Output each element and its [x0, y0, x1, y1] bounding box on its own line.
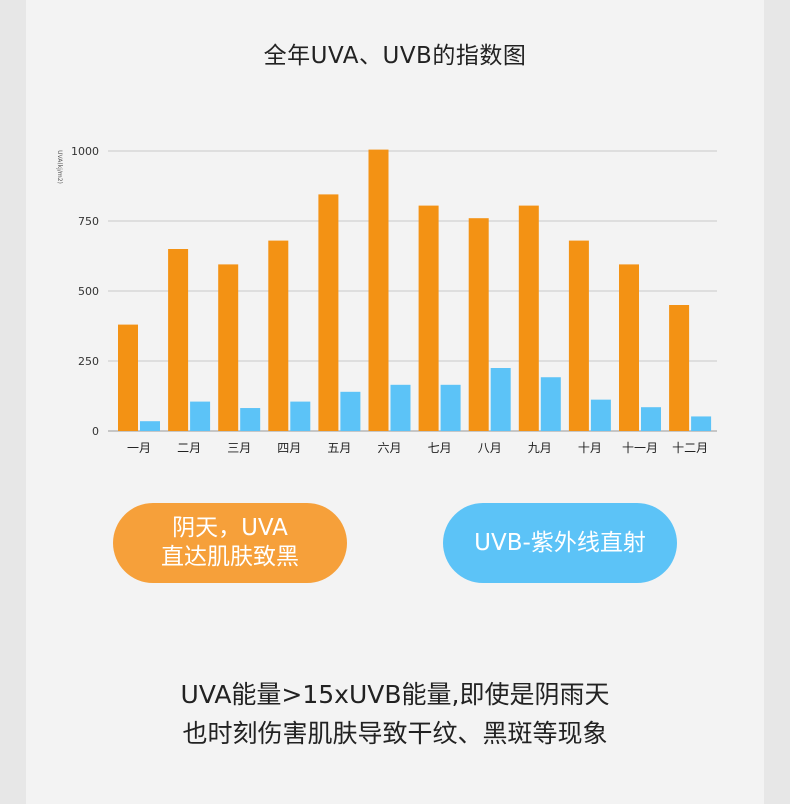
- bar-uva: [669, 305, 690, 431]
- uvb-badge: UVB-紫外线直射: [443, 503, 677, 583]
- y-tick-label: 1000: [71, 145, 99, 158]
- bar-uvb: [340, 391, 361, 431]
- bar-uvb: [440, 384, 461, 431]
- footer-line1: UVA能量>15xUVB能量,即使是阴雨天: [180, 680, 610, 709]
- y-tick-label: 0: [92, 425, 99, 438]
- x-tick-label: 十二月: [672, 441, 708, 455]
- bar-uvb: [290, 401, 311, 431]
- bar-uva: [318, 194, 339, 431]
- bar-uvb: [490, 368, 511, 431]
- x-tick-label: 七月: [428, 441, 452, 455]
- bar-uva: [418, 205, 439, 431]
- bar-uvb: [641, 407, 661, 431]
- bar-uvb: [140, 421, 160, 431]
- bar-uvb: [540, 377, 561, 431]
- uva-badge: 阴天，UVA 直达肌肤致黑: [113, 503, 347, 583]
- x-tick-label: 二月: [177, 441, 201, 455]
- x-tick-label: 九月: [528, 441, 552, 455]
- uva-badge-line2: 直达肌肤致黑: [161, 544, 299, 570]
- y-tick-label: 250: [78, 355, 99, 368]
- bar-uva: [468, 218, 489, 431]
- x-tick-label: 一月: [127, 441, 151, 455]
- x-tick-label: 五月: [327, 441, 351, 455]
- bar-uvb: [190, 401, 211, 431]
- y-tick-label: 500: [78, 285, 99, 298]
- footer-text: UVA能量>15xUVB能量,即使是阴雨天 也时刻伤害肌肤导致干纹、黑斑等现象: [0, 675, 790, 753]
- bar-uvb: [240, 408, 261, 431]
- bar-uva: [368, 149, 389, 431]
- uva-badge-line1: 阴天，UVA: [172, 515, 288, 541]
- x-tick-label: 八月: [478, 441, 502, 455]
- bar-uva: [218, 264, 239, 431]
- bar-uva: [268, 240, 289, 431]
- bar-uva: [568, 240, 589, 431]
- bar-uva: [168, 249, 189, 431]
- x-tick-label: 十一月: [622, 441, 658, 455]
- bar-uva: [118, 324, 138, 431]
- chart-title: 全年UVA、UVB的指数图: [263, 43, 527, 69]
- bar-uvb: [590, 399, 611, 431]
- x-tick-label: 四月: [277, 441, 301, 455]
- x-tick-label: 十月: [578, 441, 602, 455]
- bar-uvb: [390, 384, 411, 431]
- y-tick-label: 750: [78, 215, 99, 228]
- bar-uva: [518, 205, 539, 431]
- x-tick-label: 六月: [377, 441, 401, 455]
- y-axis-label: UVA(kj/m2): [56, 150, 63, 184]
- bar-uvb: [691, 416, 712, 431]
- footer-line2: 也时刻伤害肌肤导致干纹、黑斑等现象: [182, 719, 608, 748]
- x-tick-label: 三月: [227, 441, 251, 455]
- uvb-badge-label: UVB-紫外线直射: [474, 529, 646, 556]
- bar-uva: [619, 264, 639, 431]
